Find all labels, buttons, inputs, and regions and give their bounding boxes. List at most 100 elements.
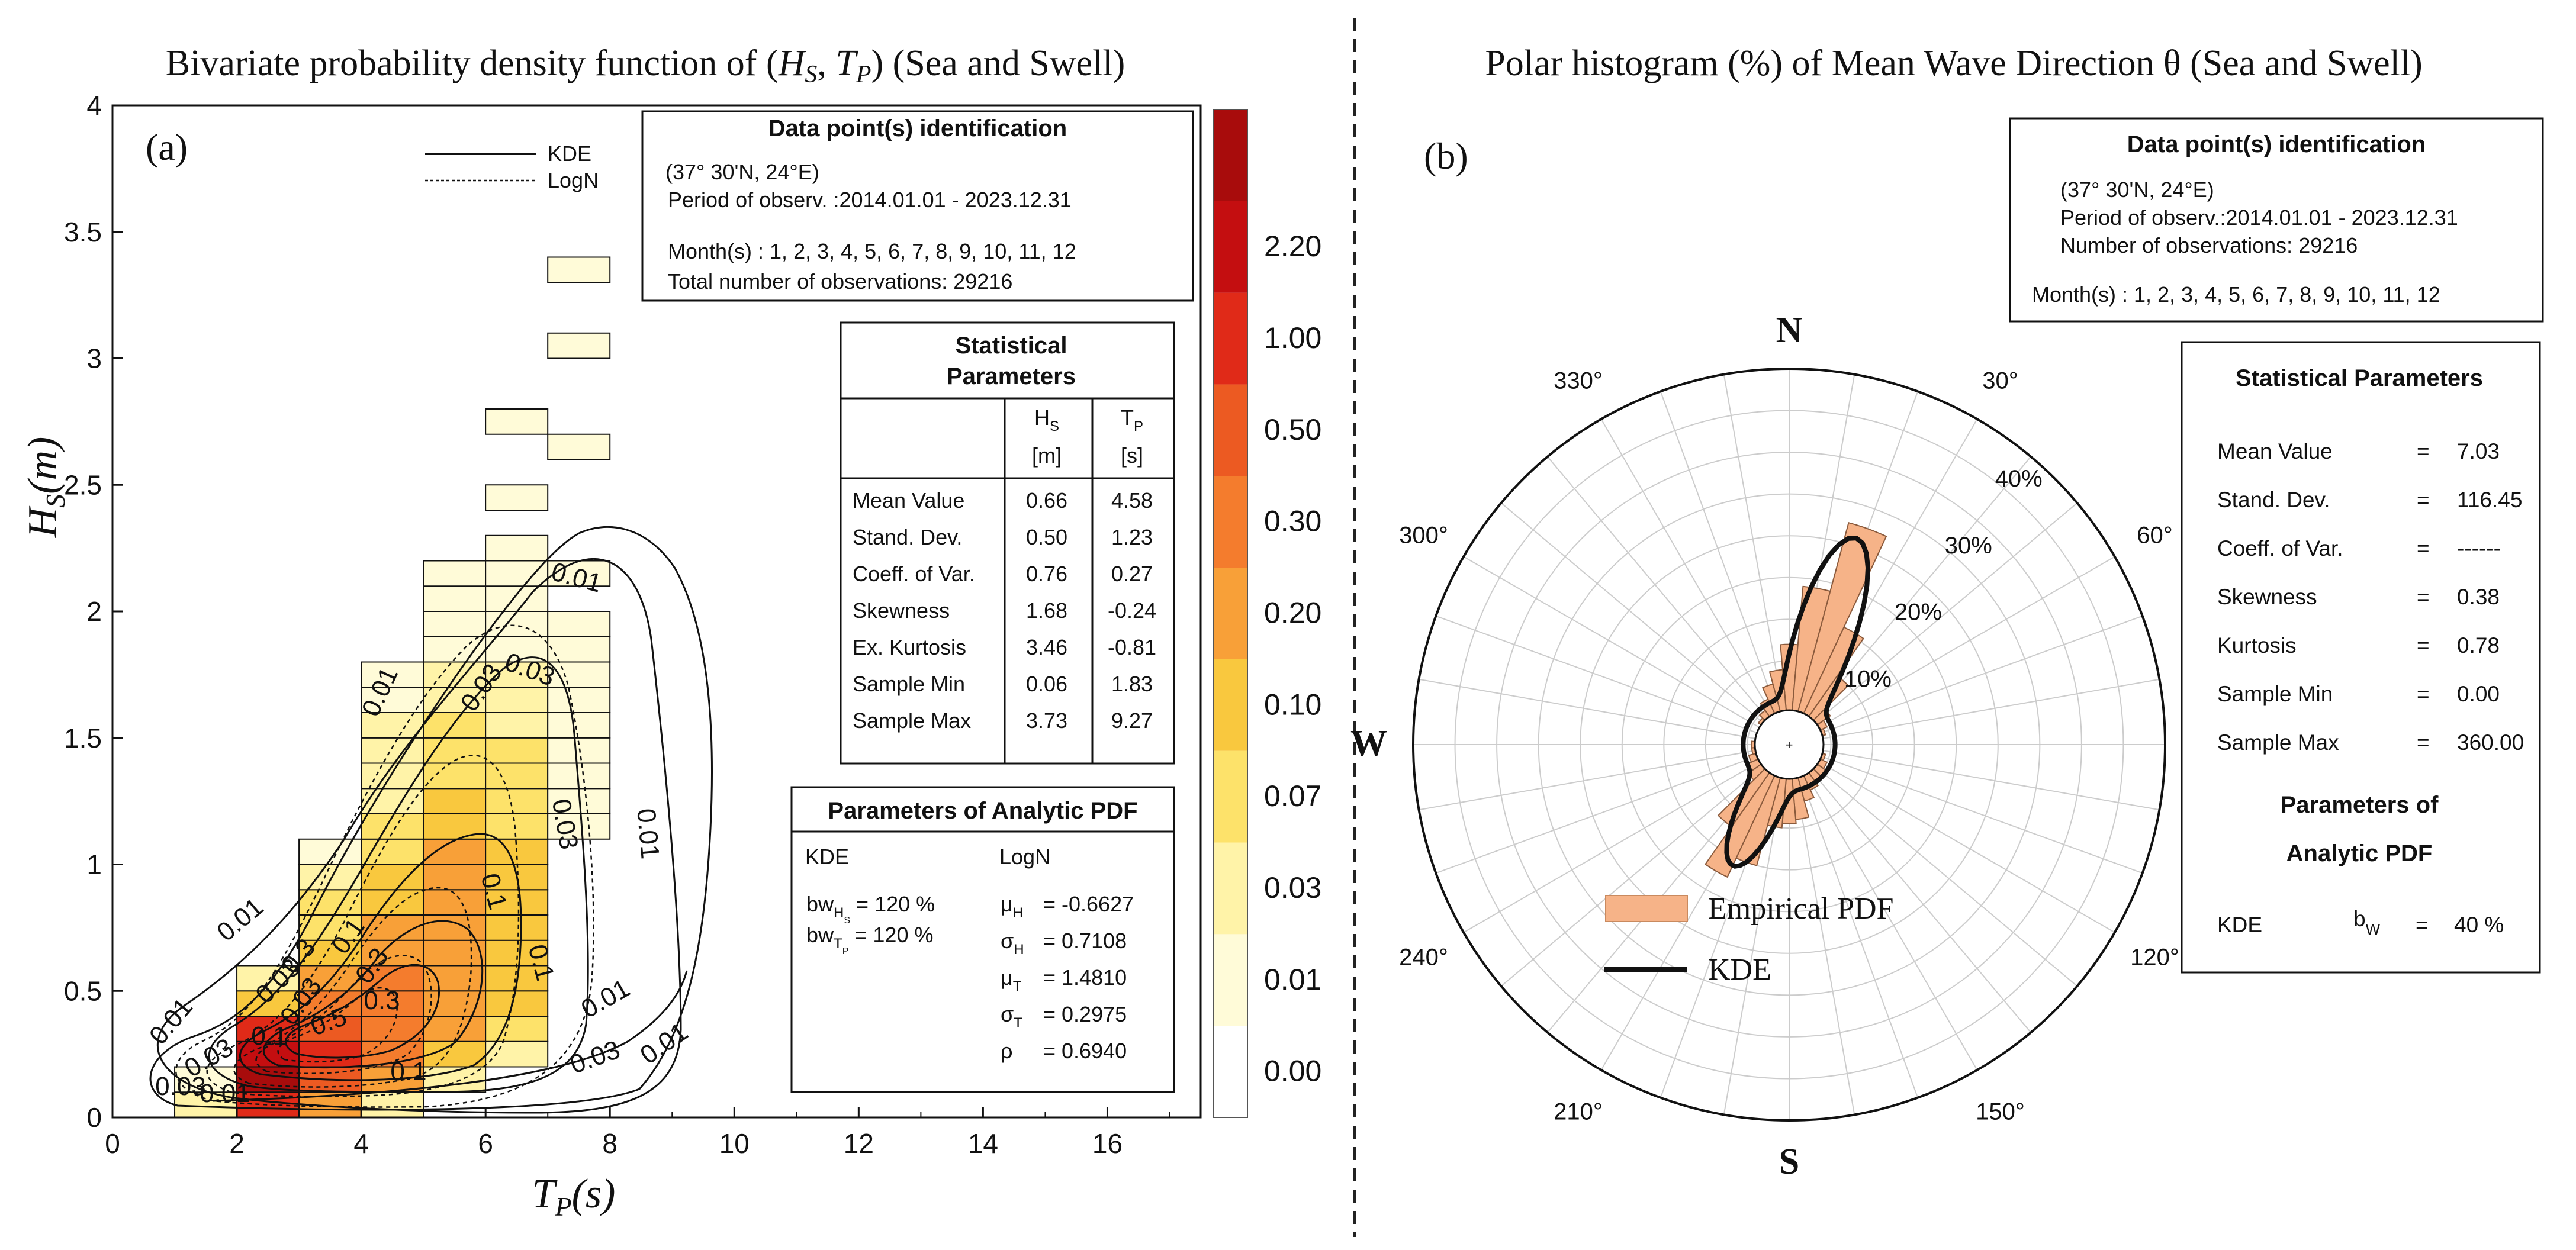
stats-row-hs-3: 1.68 — [1026, 598, 1067, 623]
stats-b-label-4: Kurtosis — [2217, 633, 2297, 658]
stats-col-hs: HS — [1034, 405, 1059, 434]
kde-curve — [1724, 536, 1871, 869]
x-axis-label: TP(s) — [532, 1171, 616, 1222]
colorbar-label-8: 1.00 — [1264, 321, 1321, 355]
colorbar-segment-4 — [1214, 659, 1247, 751]
polar-spoke — [1789, 744, 2160, 811]
colorbar-segment-6 — [1214, 476, 1247, 568]
pdf-logn-sym-1: σ — [1001, 929, 1014, 953]
x-axis-label-sub: P — [554, 1191, 571, 1222]
heatmap-cell-34 — [361, 712, 424, 739]
x-axis-label-unit: (s) — [572, 1171, 616, 1217]
pdf-box-frame — [790, 786, 1175, 1093]
heatmap-cell-91 — [547, 433, 611, 460]
contour-label-12: 0.3 — [364, 986, 400, 1015]
contour-label-20: 0.1 — [251, 1022, 287, 1051]
stats-box-b-title: Statistical Parameters — [2236, 365, 2483, 391]
pdf-logn-sub-2: T — [1013, 978, 1022, 994]
radial-label-0: 10% — [1844, 666, 1892, 692]
y-tick-label-0: 0 — [86, 1102, 102, 1133]
heatmap-cell-67 — [485, 813, 549, 840]
pdf-kde-line-0: bwHS = 120 % — [806, 892, 935, 926]
pdf-box-kde-head: KDE — [805, 845, 849, 869]
stats-table-rows: Mean Value 0.66 4.58 Stand. Dev. 0.50 1.23 Coe… — [853, 488, 1156, 733]
colorbar-segment-10 — [1214, 109, 1247, 201]
heatmap-cell-79 — [485, 484, 549, 511]
heatmap-cell-86 — [547, 687, 611, 713]
y-axis-label: HS(m) — [20, 437, 70, 539]
x-tick-label-6: 12 — [844, 1128, 874, 1159]
id-box-b-frame — [2009, 117, 2544, 323]
polar-spoke — [1789, 744, 2143, 874]
kde-contour-0.03-lower — [213, 970, 688, 1102]
heatmap-cell-25 — [361, 939, 424, 967]
x-tick-label-4: 8 — [602, 1128, 618, 1159]
angle-label-60: 60° — [2137, 523, 2173, 549]
stats-box-b-frame — [2181, 341, 2541, 974]
pdf-logn-sym-4: ρ — [1001, 1039, 1012, 1063]
stats-b-eq-0: = — [2417, 439, 2430, 463]
polar-spoke — [1600, 418, 1790, 745]
stats-box-b: Statistical Parameters Mean Value = 7.03 St… — [2181, 341, 2541, 974]
heatmap-cell-23 — [361, 990, 424, 1017]
heatmap-cell-89 — [547, 611, 611, 637]
id-box-a-line-3: Month(s) : 1, 2, 3, 4, 5, 6, 7, 8, 9, 10… — [668, 239, 1076, 263]
stats-row-label-1: Stand. Dev. — [853, 525, 962, 549]
legend-empirical-label: Empirical PDF — [1708, 892, 1893, 926]
colorbar-label-2: 0.03 — [1264, 871, 1321, 904]
heatmap-cell-75 — [485, 611, 549, 637]
heatmap-cell-68 — [485, 788, 549, 814]
heatmap-cell-49 — [423, 762, 487, 790]
logn-contour-0.03 — [206, 755, 520, 1097]
heatmap-cell-85 — [547, 712, 611, 739]
logn-contour-0.5 — [277, 987, 398, 1063]
colorbar-segment-8 — [1214, 292, 1247, 385]
stats-box-b-bw-eq: = — [2416, 913, 2429, 937]
legend-kde-label: KDE — [548, 141, 591, 166]
angle-label-120: 120° — [2130, 945, 2179, 971]
compass-W: W — [1350, 723, 1387, 763]
heatmap-cell-71 — [485, 712, 549, 739]
pdf-kde-sub1-1: T — [834, 936, 842, 952]
contour-label-16: 0.01 — [635, 1017, 693, 1069]
polar-spoke — [1789, 615, 2143, 745]
stats-box-b-bw-val: 40 % — [2454, 913, 2504, 937]
pdf-logn-sym-0: μ — [1001, 892, 1013, 916]
contour-label-24: 0.01 — [200, 1079, 250, 1108]
pdf-box-title: Parameters of Analytic PDF — [828, 798, 1137, 824]
stats-table-frame — [840, 321, 1175, 765]
heatmap-cell-81 — [547, 813, 611, 840]
compass-S: S — [1779, 1142, 1799, 1182]
pdf-logn-val-0: = -0.6627 — [1043, 892, 1134, 916]
heatmap-cell-93 — [547, 256, 611, 283]
heatmap-cell-55 — [423, 611, 487, 637]
kde-contour-0.01-outer — [149, 526, 713, 1111]
heatmap-cell-69 — [485, 762, 549, 790]
polar-spoke — [1435, 744, 1790, 874]
pdf-kde-sub2-0: S — [844, 916, 850, 926]
stats-row-tp-2: 0.27 — [1111, 562, 1153, 586]
id-box-a-title: Data point(s) identification — [768, 115, 1067, 141]
angle-label-150: 150° — [1976, 1098, 2025, 1125]
colorbar-label-7: 0.50 — [1264, 413, 1321, 446]
colorbar-label-5: 0.20 — [1264, 597, 1321, 630]
stats-b-label-5: Sample Min — [2217, 682, 2333, 706]
colorbar: 0.00 0.01 0.03 0.07 0.10 0.20 0.30 0.50 1.00 2.20 — [1213, 109, 1321, 1118]
angle-label-330: 330° — [1554, 368, 1603, 394]
pdf-kde-post-0: = 120 % — [850, 892, 935, 916]
colorbar-segment-5 — [1214, 568, 1247, 659]
x-tick-label-3: 6 — [478, 1128, 493, 1159]
polar-spoke — [1500, 744, 1790, 987]
stats-box-b-rows: Mean Value = 7.03 Stand. Dev. = 116.45 Coeff. … — [2217, 439, 2524, 755]
stats-row-hs-5: 0.06 — [1026, 672, 1067, 696]
stats-row-hs-6: 3.73 — [1026, 708, 1067, 733]
radial-label-2: 30% — [1945, 533, 1992, 559]
y-tick-label-2: 1 — [86, 849, 102, 880]
heatmap-cell-28 — [361, 864, 424, 891]
x-tick-label-0: 0 — [105, 1128, 120, 1159]
heatmap-cell-29 — [361, 838, 424, 865]
legend-b: Empirical PDF KDE — [1604, 892, 1893, 987]
pdf-kde-line-1: bwTP = 120 % — [806, 923, 933, 956]
stats-col-hs-unit: [m] — [1032, 443, 1062, 468]
colorbar-label-9: 2.20 — [1264, 230, 1321, 263]
